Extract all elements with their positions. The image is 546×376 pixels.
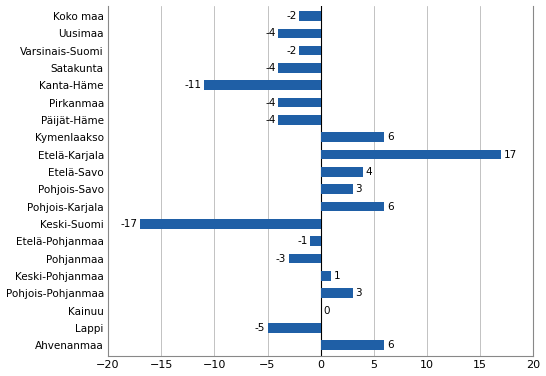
Text: -1: -1 (297, 236, 307, 246)
Text: 17: 17 (504, 150, 518, 159)
Bar (321, 150, 501, 159)
Text: -17: -17 (120, 219, 137, 229)
Bar (310, 237, 321, 246)
Bar (321, 288, 353, 298)
Bar (289, 254, 321, 263)
Text: -2: -2 (286, 45, 296, 56)
Bar (321, 167, 363, 177)
Text: -4: -4 (265, 63, 276, 73)
Text: -4: -4 (265, 28, 276, 38)
Bar (278, 29, 321, 38)
Text: 6: 6 (387, 340, 394, 350)
Text: -2: -2 (286, 11, 296, 21)
Bar (278, 63, 321, 73)
Text: -3: -3 (276, 253, 286, 264)
Bar (321, 202, 384, 211)
Bar (278, 115, 321, 125)
Bar (321, 132, 384, 142)
Text: -5: -5 (254, 323, 265, 333)
Text: -4: -4 (265, 98, 276, 108)
Text: 1: 1 (334, 271, 341, 281)
Bar (321, 340, 384, 350)
Text: 4: 4 (366, 167, 372, 177)
Bar (278, 98, 321, 108)
Text: -11: -11 (184, 80, 201, 90)
Bar (268, 323, 321, 333)
Text: 0: 0 (323, 306, 330, 315)
Bar (204, 80, 321, 90)
Text: 3: 3 (355, 184, 362, 194)
Text: 6: 6 (387, 202, 394, 212)
Text: 3: 3 (355, 288, 362, 298)
Bar (299, 46, 321, 55)
Text: -4: -4 (265, 115, 276, 125)
Text: 6: 6 (387, 132, 394, 142)
Bar (321, 271, 331, 280)
Bar (299, 11, 321, 21)
Bar (140, 219, 321, 229)
Bar (321, 185, 353, 194)
